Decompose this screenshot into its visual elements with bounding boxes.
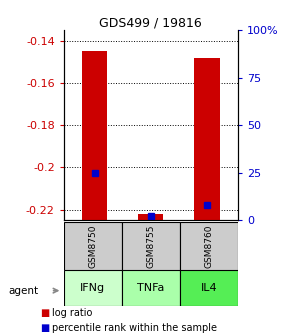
Text: GSM8755: GSM8755 (146, 224, 155, 268)
Text: GSM8760: GSM8760 (204, 224, 213, 268)
Bar (194, 58, 220, 220)
Bar (122, 270, 180, 306)
Text: ■: ■ (41, 308, 50, 319)
Bar (64, 222, 122, 270)
Text: percentile rank within the sample: percentile rank within the sample (52, 323, 217, 333)
Text: GSM8750: GSM8750 (88, 224, 97, 268)
Bar (64, 270, 122, 306)
Text: agent: agent (9, 286, 39, 296)
Bar (122, 222, 180, 270)
Text: TNFa: TNFa (137, 283, 164, 293)
Text: ■: ■ (41, 323, 50, 333)
Bar (180, 222, 238, 270)
Title: GDS499 / 19816: GDS499 / 19816 (99, 16, 202, 29)
Bar (138, 214, 164, 220)
Bar (180, 270, 238, 306)
Text: IFNg: IFNg (80, 283, 105, 293)
Text: IL4: IL4 (200, 283, 217, 293)
Text: log ratio: log ratio (52, 308, 93, 319)
Bar (82, 51, 107, 220)
